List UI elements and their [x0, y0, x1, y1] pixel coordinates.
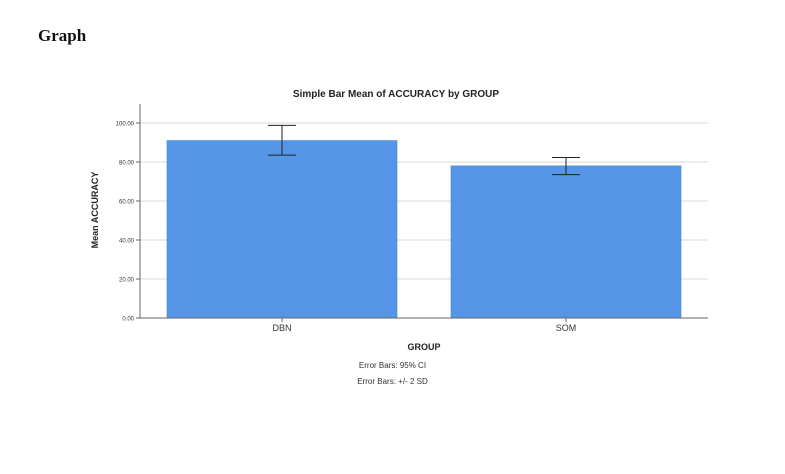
x-axis-label: GROUP [407, 342, 440, 352]
error-bars [268, 124, 580, 176]
x-axis-ticks: DBN SOM [272, 318, 576, 333]
y-axis-ticks: 0.00 20.00 40.00 60.00 80.00 100.00 [116, 122, 140, 323]
chart-title: Simple Bar Mean of ACCURACY by GROUP [293, 89, 499, 100]
bars [166, 140, 682, 319]
y-tick-label: 100.00 [116, 122, 135, 128]
page-heading: Graph [38, 26, 87, 45]
x-tick-label-som: SOM [556, 323, 577, 333]
y-tick-label: 0.00 [122, 317, 134, 323]
y-tick-label: 40.00 [119, 239, 135, 245]
y-tick-label: 20.00 [119, 278, 135, 284]
y-tick-label: 80.00 [119, 161, 135, 167]
bar-som [450, 165, 682, 319]
footnote-sd: Error Bars: +/- 2 SD [357, 377, 428, 386]
y-axis-label: Mean ACCURACY [90, 172, 100, 249]
y-tick-label: 60.00 [119, 200, 135, 206]
bar-dbn [166, 140, 398, 319]
x-tick-label-dbn: DBN [272, 323, 291, 333]
footnote-ci: Error Bars: 95% CI [358, 361, 427, 370]
